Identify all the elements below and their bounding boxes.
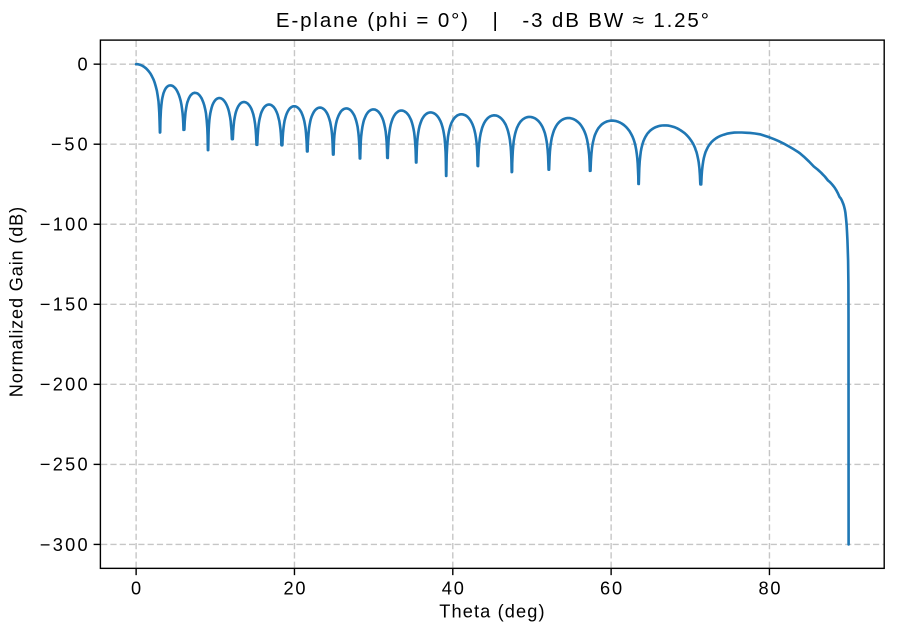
svg-text:40: 40 xyxy=(442,579,464,599)
svg-text:E-plane (phi = 0°) | -3 dB: E-plane (phi = 0°) | -3 dB BW ≈ 1.25° xyxy=(276,9,709,32)
svg-text:20: 20 xyxy=(283,579,305,599)
svg-text:−50: −50 xyxy=(51,135,88,155)
svg-text:0: 0 xyxy=(131,579,141,599)
svg-text:60: 60 xyxy=(600,579,622,599)
svg-text:0: 0 xyxy=(77,55,87,75)
svg-text:80: 80 xyxy=(758,579,780,599)
svg-text:Normalized Gain (dB): Normalized Gain (dB) xyxy=(7,207,27,397)
svg-text:Theta (deg): Theta (deg) xyxy=(439,602,544,622)
